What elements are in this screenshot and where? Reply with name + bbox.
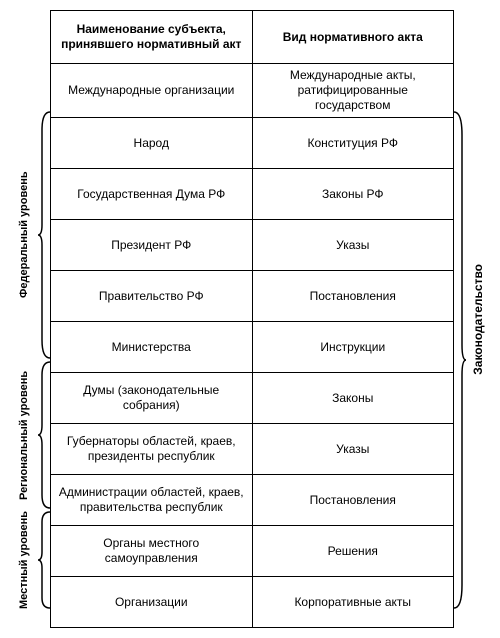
cell-subject: Органы местного самоуправления (51, 526, 253, 577)
cell-subject: Думы (законодательные собрания) (51, 373, 253, 424)
diagram-root: Федеральный уровень Региональный уровень… (10, 10, 490, 628)
cell-act: Указы (252, 424, 454, 475)
table-row: Губернаторы областей, краев, президенты … (51, 424, 454, 475)
brace-legislation (454, 110, 466, 610)
table-row: Думы (законодательные собрания)Законы (51, 373, 454, 424)
cell-act: Решения (252, 526, 454, 577)
left-braces (38, 10, 50, 628)
table-row: МинистерстваИнструкции (51, 322, 454, 373)
cell-subject: Международные организации (51, 64, 253, 118)
table-container: Наименование субъекта, принявшего нормат… (50, 10, 454, 628)
cell-subject: Министерства (51, 322, 253, 373)
brace-local (38, 510, 50, 610)
table-row: Международные организацииМеждународные а… (51, 64, 454, 118)
cell-subject: Народ (51, 118, 253, 169)
cell-subject: Государственная Дума РФ (51, 169, 253, 220)
spacer (10, 10, 38, 110)
table-row: Органы местного самоуправленияРешения (51, 526, 454, 577)
cell-act: Постановления (252, 475, 454, 526)
table-row: Правительство РФПостановления (51, 271, 454, 322)
cell-act: Постановления (252, 271, 454, 322)
table-row: Президент РФУказы (51, 220, 454, 271)
cell-subject: Губернаторы областей, краев, президенты … (51, 424, 253, 475)
cell-subject: Президент РФ (51, 220, 253, 271)
header-row: Наименование субъекта, принявшего нормат… (51, 11, 454, 64)
cell-act: Законы (252, 373, 454, 424)
legislation-label: Законодательство (469, 264, 487, 375)
brace-federal (38, 110, 50, 360)
header-subject: Наименование субъекта, принявшего нормат… (51, 11, 253, 64)
cell-subject: Администрации областей, краев, правитель… (51, 475, 253, 526)
table-row: Государственная Дума РФЗаконы РФ (51, 169, 454, 220)
header-act: Вид нормативного акта (252, 11, 454, 64)
right-label-col: Законодательство (466, 10, 490, 628)
brace-regional (38, 360, 50, 510)
right-brace-col (454, 10, 466, 628)
spacer (454, 10, 466, 110)
cell-act: Международные акты, ратифицированные гос… (252, 64, 454, 118)
level-label-regional: Региональный уровень (10, 360, 38, 510)
spacer (38, 10, 50, 110)
level-label-federal: Федеральный уровень (10, 110, 38, 360)
cell-act: Конституция РФ (252, 118, 454, 169)
left-level-labels: Федеральный уровень Региональный уровень… (10, 10, 38, 628)
cell-act: Инструкции (252, 322, 454, 373)
table-row: НародКонституция РФ (51, 118, 454, 169)
cell-act: Указы (252, 220, 454, 271)
cell-subject: Правительство РФ (51, 271, 253, 322)
level-label-local: Местный уровень (10, 510, 38, 610)
cell-act: Законы РФ (252, 169, 454, 220)
acts-table: Наименование субъекта, принявшего нормат… (50, 10, 454, 628)
table-row: Администрации областей, краев, правитель… (51, 475, 454, 526)
